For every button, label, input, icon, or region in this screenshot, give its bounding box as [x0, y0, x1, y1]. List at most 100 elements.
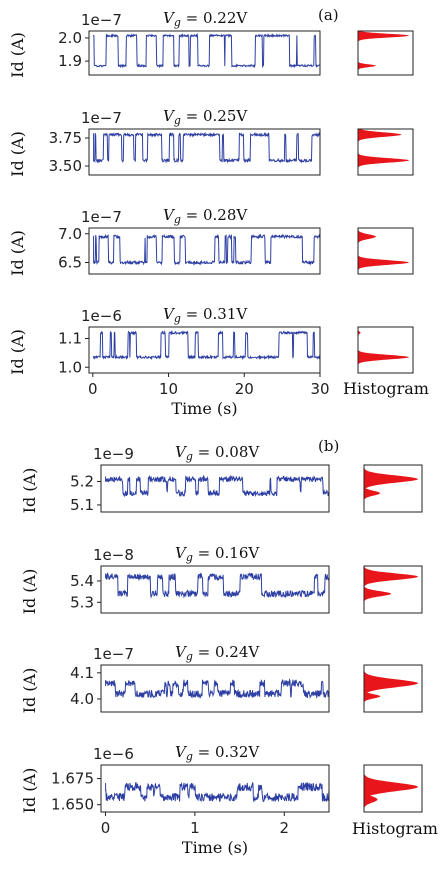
histogram-frame — [363, 464, 423, 513]
y-tick-label: 3.50 — [49, 157, 82, 175]
vg-subscript: g — [174, 114, 181, 127]
histogram-peak — [364, 786, 378, 812]
vg-symbol: V — [163, 107, 176, 125]
histogram — [363, 764, 423, 813]
y-tick-label: 4.0 — [70, 690, 94, 708]
y-tick-label: 5.4 — [70, 572, 94, 590]
histogram — [363, 565, 423, 614]
plot-frame — [100, 565, 330, 614]
scale-multiplier: 1e−7 — [93, 645, 134, 663]
y-tick-label: 1.9 — [58, 52, 82, 70]
vg-symbol: V — [163, 206, 176, 224]
gate-voltage-title: Vg = 0.31V — [163, 305, 248, 325]
histogram-peak — [364, 667, 418, 699]
histogram — [357, 326, 414, 374]
gate-voltage-title: Vg = 0.22V — [163, 9, 248, 29]
vg-value: = 0.28V — [181, 206, 249, 224]
histogram-frame — [363, 565, 423, 614]
plot-frame — [88, 326, 321, 374]
gate-voltage-title: Vg = 0.32V — [175, 743, 260, 763]
subplot-6: 1e−8 Vg = 0.16V Id (A) 5.4 5.3 — [20, 544, 423, 614]
histogram — [363, 464, 423, 513]
y-tick-label: 1.650 — [51, 796, 94, 814]
current-trace — [93, 131, 321, 164]
plot-frame — [100, 764, 330, 813]
current-trace — [105, 678, 330, 700]
vg-value: = 0.08V — [193, 443, 261, 461]
vg-value: = 0.16V — [193, 544, 261, 562]
x-tick-label: 30 — [310, 380, 329, 398]
vg-subscript: g — [186, 650, 193, 663]
histogram-peak — [364, 566, 418, 590]
y-axis-label: Id (A) — [8, 32, 27, 78]
histogram-peak — [364, 483, 381, 503]
panel-label-b: (b) — [318, 437, 339, 455]
plot-frame — [88, 30, 321, 76]
y-tick-label: 1.1 — [58, 330, 82, 348]
y-tick-label: 5.1 — [70, 496, 94, 514]
vg-subscript: g — [174, 16, 181, 29]
scale-multiplier: 1e−6 — [81, 307, 122, 325]
subplot-8: 1e−6 Vg = 0.32V Id (A) 1.675 1.650 0 1 2 Time (s… — [20, 743, 423, 857]
y-tick-label: 6.5 — [58, 254, 82, 272]
gate-voltage-title: Vg = 0.24V — [175, 643, 260, 663]
histogram — [363, 664, 423, 713]
x-axis-label: Time (s) — [182, 838, 248, 857]
vg-symbol: V — [175, 443, 188, 461]
y-axis-label: Id (A) — [20, 668, 39, 714]
y-tick-label: 1.0 — [58, 358, 82, 376]
x-axis-label: Time (s) — [171, 399, 237, 418]
gate-voltage-title: Vg = 0.08V — [175, 443, 260, 463]
histogram-frame — [357, 326, 414, 374]
x-tick-label: 20 — [235, 380, 254, 398]
vg-value: = 0.32V — [193, 743, 261, 761]
histogram-peak — [358, 129, 402, 144]
histogram-label-a: Histogram — [343, 379, 429, 398]
vg-symbol: V — [163, 9, 176, 27]
y-axis-label: Id (A) — [8, 230, 27, 276]
y-tick-label: 1.675 — [51, 770, 94, 788]
vg-subscript: g — [186, 750, 193, 763]
subplot-4: 1e−6 Vg = 0.31V Id (A) 1.1 1.0 0 10 20 30 Time (s… — [8, 305, 414, 418]
histogram-label-b: Histogram — [352, 819, 438, 838]
y-tick-label: 5.3 — [70, 593, 94, 611]
histogram — [357, 128, 414, 176]
plot-frame — [100, 664, 330, 713]
histogram-peak — [364, 770, 418, 804]
subplot-2: 1e−7 Vg = 0.25V Id (A) 3.75 3.50 — [8, 107, 414, 177]
gate-voltage-title: Vg = 0.28V — [163, 206, 248, 226]
vg-value: = 0.22V — [181, 9, 249, 27]
x-tick-label: 1 — [190, 819, 200, 837]
x-tick-label: 0 — [88, 380, 98, 398]
subplot-5: 1e−9 Vg = 0.08V Id (A) 5.2 5.1 — [20, 443, 423, 514]
histogram-peak — [364, 688, 381, 705]
histogram-peak — [358, 60, 376, 72]
y-axis-label: Id (A) — [20, 468, 39, 514]
scale-multiplier: 1e−7 — [81, 208, 122, 226]
current-trace — [105, 474, 330, 498]
y-tick-label: 2.0 — [58, 29, 82, 47]
vg-subscript: g — [174, 312, 181, 325]
histogram-frame — [363, 664, 423, 713]
current-trace — [93, 32, 321, 69]
x-tick-label: 0 — [101, 819, 111, 837]
gate-voltage-title: Vg = 0.16V — [175, 544, 260, 564]
vg-symbol: V — [175, 743, 188, 761]
vg-subscript: g — [174, 213, 181, 226]
vg-value: = 0.25V — [181, 107, 249, 125]
histogram-peak — [358, 348, 409, 367]
subplot-1: 1e−7 Vg = 0.22V Id (A) 2.0 1.9 — [8, 9, 414, 78]
current-trace — [105, 572, 330, 599]
vg-subscript: g — [186, 551, 193, 564]
histogram-frame — [363, 764, 423, 813]
panels: 1e−7 Vg = 0.22V Id (A) 2.0 1.9 1e−7 Vg = 0.25V… — [8, 9, 423, 857]
subplot-3: 1e−7 Vg = 0.28V Id (A) 7.0 6.5 — [8, 206, 414, 276]
histogram-peak — [358, 253, 409, 272]
plot-frame — [88, 128, 321, 176]
x-tick-label: 2 — [280, 819, 290, 837]
histogram-peak — [358, 228, 376, 246]
y-axis-label: Id (A) — [8, 329, 27, 375]
panel-label-a: (a) — [318, 6, 339, 24]
current-trace — [105, 781, 330, 803]
